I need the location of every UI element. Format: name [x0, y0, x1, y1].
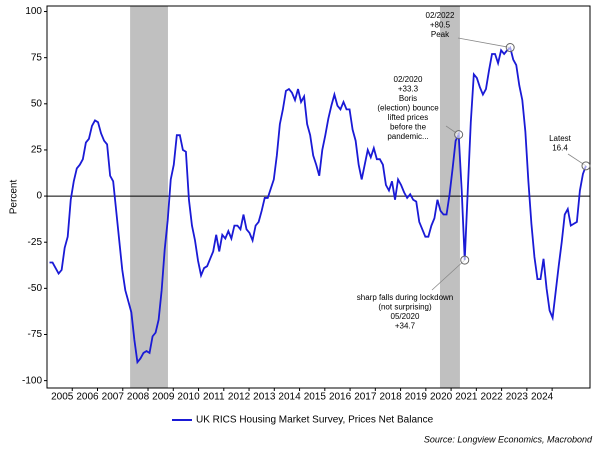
legend-label: UK RICS Housing Market Survey, Prices Ne…	[196, 415, 434, 426]
x-tick-label: 2005	[51, 392, 74, 403]
y-axis-label: Percent	[9, 180, 20, 215]
annotation-marker	[460, 255, 470, 265]
x-tick-label: 2022	[480, 392, 503, 403]
y-tick-label: 50	[31, 98, 43, 109]
annotation-text: Boris	[399, 94, 417, 103]
annotation-text: Peak	[431, 30, 450, 39]
x-tick-label: 2010	[177, 392, 200, 403]
x-tick-label: 2006	[76, 392, 99, 403]
annotation-marker	[505, 43, 515, 53]
x-tick-label: 2011	[203, 392, 225, 403]
x-tick-label: 2017	[354, 392, 377, 403]
annotation-text: +33.3	[398, 85, 419, 94]
annotation-text: Latest	[549, 134, 572, 143]
annotation-text: 02/2022	[426, 11, 455, 20]
annotation-text: (not surprising)	[378, 303, 432, 312]
annotation-text: 02/2020	[394, 75, 423, 84]
y-tick-label: -25	[28, 237, 43, 248]
recession-band	[130, 6, 168, 388]
x-tick-label: 2024	[531, 392, 554, 403]
data-line	[49, 45, 587, 365]
y-tick-label: 100	[25, 6, 42, 17]
annotation-text: +80.5	[430, 21, 451, 30]
annotation-text: before the	[390, 123, 427, 132]
source: Source: Longview Economics, Macrobond	[424, 434, 593, 444]
y-tick-label: -100	[22, 375, 42, 386]
annotation-marker	[581, 161, 591, 171]
annotation-text: 16.4	[552, 144, 568, 153]
y-tick-label: -75	[28, 329, 43, 340]
y-tick-label: 75	[31, 52, 43, 63]
annotation-text: (election) bounce	[377, 104, 439, 113]
annotation-text: +34.7	[395, 322, 416, 331]
x-tick-label: 2021	[455, 392, 478, 403]
x-tick-label: 2014	[278, 392, 301, 403]
plot-frame	[46, 5, 591, 389]
annotation-text: sharp falls during lockdown	[357, 293, 454, 302]
x-tick-label: 2008	[127, 392, 150, 403]
x-tick-label: 2013	[253, 392, 276, 403]
x-tick-label: 2018	[379, 392, 402, 403]
x-tick-label: 2012	[228, 392, 251, 403]
annotation-leader	[457, 37, 511, 48]
y-tick-label: 25	[31, 145, 43, 156]
x-tick-label: 2007	[102, 392, 125, 403]
annotation-text: 05/2020	[391, 312, 420, 321]
annotation-leader	[431, 259, 466, 291]
x-tick-label: 2009	[152, 392, 175, 403]
annotation-text: pandemic...	[387, 132, 428, 141]
x-tick-label: 2023	[506, 392, 529, 403]
x-tick-label: 2019	[405, 392, 428, 403]
x-tick-label: 2015	[304, 392, 327, 403]
x-tick-label: 2016	[329, 392, 352, 403]
x-tick-label: 2020	[430, 392, 453, 403]
annotation-text: lifted prices	[388, 113, 428, 122]
annotation-marker	[454, 130, 464, 140]
y-tick-label: 0	[36, 191, 42, 202]
y-tick-label: -50	[28, 283, 43, 294]
